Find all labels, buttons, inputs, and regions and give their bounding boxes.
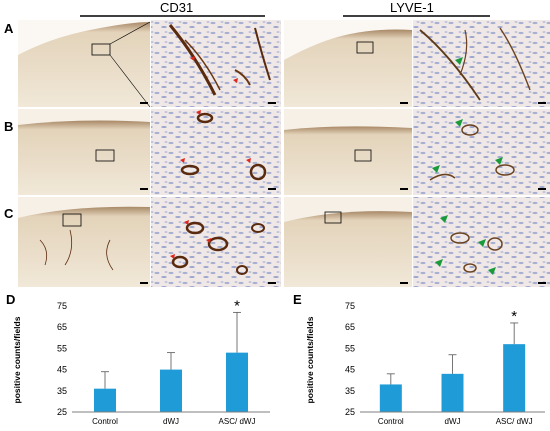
significance-marker: * bbox=[234, 297, 240, 314]
chart-d: D positive counts/fields 25 35 45 55 65 75 Co… bbox=[6, 292, 270, 426]
chart-e-ylabel: positive counts/fields bbox=[305, 316, 315, 403]
y-tick-label: 25 bbox=[57, 407, 67, 417]
bar bbox=[226, 352, 248, 412]
green-arrow-icon bbox=[495, 157, 503, 165]
green-arrow-icon bbox=[455, 119, 463, 127]
scale-bar-icon bbox=[268, 102, 276, 104]
scale-bar-icon bbox=[140, 282, 148, 284]
chart-e-bars bbox=[379, 344, 526, 412]
bar bbox=[441, 373, 464, 412]
chart-d-bars bbox=[94, 352, 248, 412]
zoom-box bbox=[91, 43, 111, 56]
micrograph-b-lyve1-high bbox=[413, 109, 550, 195]
row-label-a: A bbox=[4, 21, 14, 36]
micrograph-a-cd31-low bbox=[18, 20, 151, 108]
chart-d-panel-letter: D bbox=[6, 292, 15, 307]
scale-bar-icon bbox=[140, 188, 148, 190]
stain-header: CD31 LYVE-1 bbox=[80, 0, 490, 17]
y-tick-label: 35 bbox=[57, 386, 67, 396]
significance-marker: * bbox=[511, 308, 517, 325]
y-tick-label: 45 bbox=[57, 365, 67, 375]
red-arrow-icon bbox=[190, 56, 195, 61]
y-tick-label: 55 bbox=[345, 343, 355, 353]
scale-bar-icon bbox=[268, 282, 276, 284]
category-label: ASC/ dWJ bbox=[496, 417, 533, 426]
green-arrow-icon bbox=[432, 165, 440, 173]
y-tick-label: 25 bbox=[345, 407, 355, 417]
micrograph-a-lyve1-low bbox=[284, 20, 412, 107]
micrograph-c-cd31-high bbox=[151, 197, 281, 287]
bar bbox=[379, 384, 402, 412]
micrograph-grid bbox=[18, 20, 550, 287]
micrograph-c-lyve1-low bbox=[284, 197, 412, 287]
chart-d-errorbars bbox=[101, 311, 241, 389]
micrograph-c-lyve1-high bbox=[413, 197, 550, 287]
micrograph-a-cd31-high bbox=[151, 20, 281, 107]
chart-d-ylabel: positive counts/fields bbox=[12, 316, 22, 403]
micrograph-a-lyve1-high bbox=[413, 20, 550, 107]
red-arrow-icon bbox=[246, 158, 251, 163]
green-arrow-icon bbox=[488, 267, 496, 275]
scale-bar-icon bbox=[538, 282, 546, 284]
green-arrow-icon bbox=[455, 57, 463, 65]
micrograph-b-lyve1-low bbox=[284, 109, 412, 195]
category-label: Control bbox=[378, 417, 404, 426]
scale-bar-icon bbox=[400, 102, 408, 104]
chart-e-yticks: 25 35 45 55 65 75 bbox=[345, 301, 355, 417]
chart-e-categories: Control dWJ ASC/ dWJ bbox=[378, 417, 533, 426]
green-arrow-icon bbox=[440, 215, 448, 223]
chart-e: E positive counts/fields 25 35 45 55 65 75 Co… bbox=[293, 292, 545, 426]
scale-bar-icon bbox=[400, 188, 408, 190]
chart-d-yticks: 25 35 45 55 65 75 bbox=[57, 301, 67, 417]
y-tick-label: 75 bbox=[345, 301, 355, 311]
chart-e-panel-letter: E bbox=[293, 292, 302, 307]
row-label-c: C bbox=[4, 206, 14, 221]
zoom-box bbox=[95, 149, 115, 162]
y-tick-label: 35 bbox=[345, 386, 355, 396]
micrograph-c-cd31-low bbox=[18, 197, 150, 287]
lyve1-label: LYVE-1 bbox=[390, 0, 434, 15]
red-arrow-icon bbox=[184, 220, 189, 225]
row-label-b: B bbox=[4, 119, 13, 134]
category-label: ASC/ dWJ bbox=[219, 417, 256, 426]
scale-bar-icon bbox=[400, 282, 408, 284]
bar bbox=[160, 369, 182, 412]
red-arrow-icon bbox=[206, 238, 211, 243]
scale-bar-icon bbox=[538, 188, 546, 190]
scale-bar-icon bbox=[268, 188, 276, 190]
category-label: dWJ bbox=[445, 417, 461, 426]
y-tick-label: 75 bbox=[57, 301, 67, 311]
scale-bar-icon bbox=[538, 102, 546, 104]
red-arrow-icon bbox=[180, 158, 185, 163]
chart-e-significance: * bbox=[511, 308, 517, 325]
y-tick-label: 65 bbox=[57, 322, 67, 332]
zoom-box bbox=[356, 41, 374, 54]
zoom-box bbox=[62, 213, 82, 227]
bar bbox=[503, 344, 526, 412]
red-arrow-icon bbox=[196, 110, 201, 115]
green-arrow-icon bbox=[478, 239, 486, 247]
micrograph-b-cd31-low bbox=[18, 109, 150, 195]
category-label: dWJ bbox=[163, 417, 179, 426]
scale-bar-icon bbox=[140, 102, 148, 104]
category-label: Control bbox=[92, 417, 118, 426]
green-arrow-icon bbox=[435, 259, 443, 267]
y-tick-label: 45 bbox=[345, 365, 355, 375]
zoom-box bbox=[324, 211, 342, 224]
chart-d-categories: Control dWJ ASC/ dWJ bbox=[92, 417, 255, 426]
red-arrow-icon bbox=[170, 254, 175, 259]
zoom-box bbox=[354, 149, 372, 162]
cd31-label: CD31 bbox=[160, 0, 193, 15]
y-tick-label: 55 bbox=[57, 343, 67, 353]
y-tick-label: 65 bbox=[345, 322, 355, 332]
bar bbox=[94, 388, 116, 412]
red-arrow-icon bbox=[233, 78, 238, 83]
chart-e-errorbars bbox=[386, 322, 519, 385]
micrograph-b-cd31-high bbox=[151, 109, 281, 195]
chart-d-significance: * bbox=[234, 297, 240, 314]
